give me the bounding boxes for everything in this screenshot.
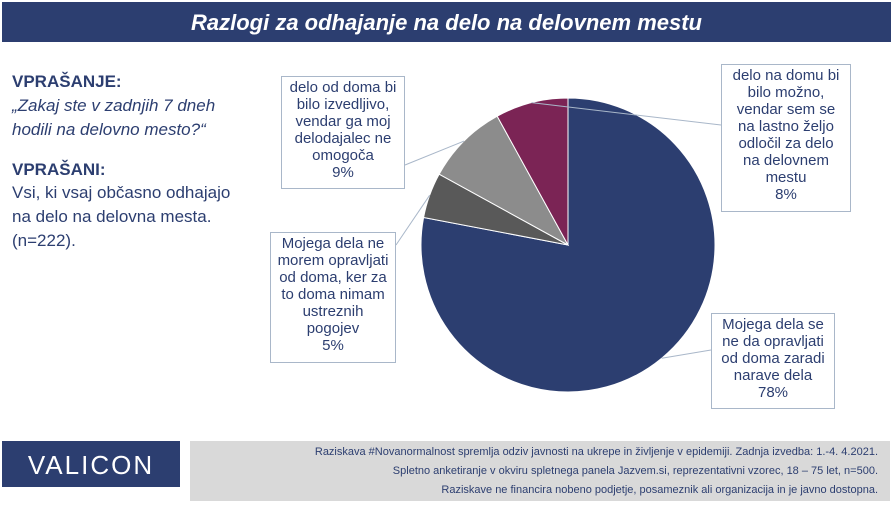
slice-label-line: Mojega dela ne [281, 235, 385, 252]
logo-text: VALICON [27, 450, 155, 480]
slice-label-78: Mojega dela se ne da opravljati od doma … [711, 313, 835, 409]
title-bar: Razlogi za odhajanje na delo na delovnem… [2, 2, 891, 42]
page-title: Razlogi za odhajanje na delo na delovnem… [191, 10, 702, 35]
slice-label-line: vendar ga moj [295, 113, 391, 130]
slice-label-line: mestu [765, 169, 807, 186]
leader-line [395, 194, 431, 246]
slice-label-line: delodajalec ne [294, 130, 392, 147]
valicon-logo: VALICON [2, 441, 180, 487]
slice-label-line: ne da opravljati [722, 333, 824, 350]
slice-value-label: 9% [332, 164, 354, 181]
slice-value-label: 78% [757, 384, 789, 401]
slice-label-line: to doma nimam [281, 286, 385, 303]
slice-label-line: delo od doma bi [289, 79, 397, 96]
slice-value-label: 8% [775, 186, 797, 203]
slice-label-line: Mojega dela se [722, 316, 824, 333]
pie-slices [420, 97, 716, 393]
footer-note: Raziskava #Novanormalnost spremlja odziv… [190, 441, 890, 501]
slice-label-5: Mojega dela ne morem opravljati od doma,… [270, 232, 396, 363]
slice-label-line: od doma zaradi [721, 350, 825, 367]
leader-line [404, 140, 465, 166]
question-line: hodili na delovno mesto?“ [12, 120, 206, 139]
slice-label-8: delo na domu bi bilo možno, vendar sem s… [721, 64, 851, 212]
leader-lines [395, 102, 722, 359]
slice-label-line: vendar sem se [736, 101, 836, 118]
slice-label-line: na delovnem [743, 152, 829, 169]
respondents-line: (n=222). [12, 231, 76, 250]
pie-slice [496, 97, 569, 246]
footer-line: Spletno anketiranje v okviru spletnega p… [392, 465, 878, 477]
slice-label-line: omogoča [312, 147, 374, 164]
slice-label-line: delo na domu bi [732, 67, 840, 84]
question-heading: VPRAŠANJE: [12, 72, 122, 91]
pie-slice [438, 115, 570, 247]
question-text: „Zakaj ste v zadnjih 7 dneh hodili na de… [12, 94, 215, 142]
leader-line [531, 102, 722, 126]
slice-value-label: 5% [322, 337, 344, 354]
footer-line: Raziskave ne financira nobeno podjetje, … [441, 484, 878, 496]
footer-line: Raziskava #Novanormalnost spremlja odziv… [314, 446, 878, 458]
respondents-line: na delo na delovna mesta. [12, 207, 212, 226]
question-line: „Zakaj ste v zadnjih 7 dneh [12, 96, 216, 115]
slice-label-line: od doma, ker za [279, 269, 387, 286]
slice-label-line: ustreznih [302, 303, 364, 320]
leader-line [661, 349, 712, 359]
respondents-text: Vsi, ki vsaj občasno odhajajo na delo na… [12, 181, 230, 253]
slice-label-line: bilo možno, [747, 84, 825, 101]
slice-label-9: delo od doma bi bilo izvedljivo, vendar … [281, 76, 405, 189]
slice-label-line: pogojev [306, 320, 360, 337]
respondents-heading: VPRAŠANI: [12, 160, 106, 179]
slice-label-line: odločil za delo [738, 135, 834, 152]
slice-label-line: na lastno željo [738, 118, 834, 135]
slice-label-line: morem opravljati [277, 252, 389, 269]
respondents-line: Vsi, ki vsaj občasno odhajajo [12, 183, 231, 202]
slice-label-line: bilo izvedljivo, [296, 96, 390, 113]
slice-label-line: narave dela [733, 367, 813, 384]
